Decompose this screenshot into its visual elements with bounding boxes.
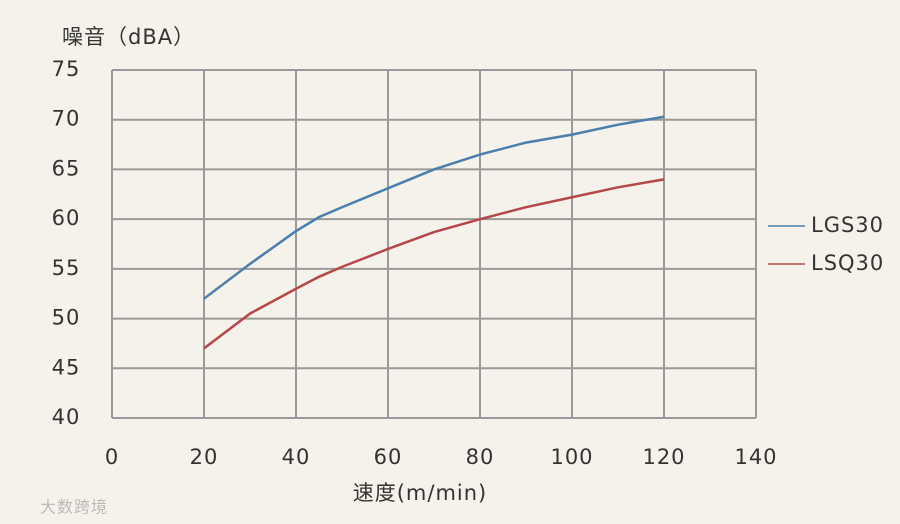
- y-tick-label: 50: [52, 306, 81, 330]
- y-tick-label: 60: [52, 206, 81, 230]
- y-tick-label: 55: [52, 256, 81, 280]
- series-line: [203, 178, 665, 350]
- y-tick-label: 65: [52, 156, 81, 180]
- y-tick-label: 45: [52, 355, 81, 379]
- y-tick-label: 75: [52, 57, 81, 81]
- x-tick-label: 20: [190, 445, 219, 469]
- y-tick-label: 70: [52, 107, 81, 131]
- x-tick-label: 60: [374, 445, 403, 469]
- x-axis-label: 速度(m/min): [353, 481, 488, 505]
- series-line: [203, 115, 665, 300]
- watermark: 大数跨境: [40, 498, 108, 517]
- x-tick-label: 0: [105, 445, 119, 469]
- x-tick-label: 40: [282, 445, 311, 469]
- y-axis-label: 噪音（dBA）: [62, 25, 195, 49]
- x-tick-label: 100: [550, 445, 593, 469]
- x-tick-label: 80: [466, 445, 495, 469]
- x-tick-label: 140: [734, 445, 777, 469]
- legend-label: LGS30: [811, 213, 884, 237]
- y-tick-label: 40: [52, 405, 81, 429]
- legend-label: LSQ30: [811, 251, 884, 275]
- x-tick-label: 120: [642, 445, 685, 469]
